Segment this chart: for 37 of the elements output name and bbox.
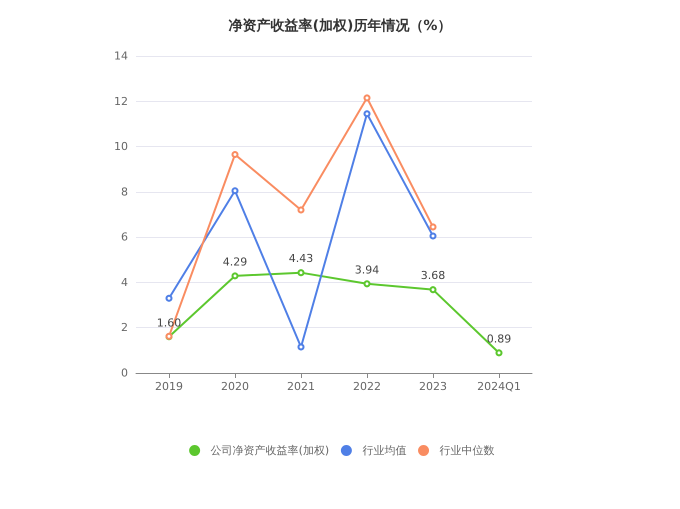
data-label: 3.94 bbox=[354, 263, 380, 276]
y-tick-label: 2 bbox=[121, 321, 128, 334]
point bbox=[364, 110, 370, 118]
point bbox=[298, 206, 304, 214]
x-tick-label: 2021 bbox=[287, 380, 315, 393]
point bbox=[430, 286, 436, 294]
y-tick-label: 6 bbox=[121, 230, 128, 244]
chart-title: 净资产收益率(加权)历年情况（%） bbox=[228, 17, 452, 34]
point bbox=[364, 280, 370, 288]
y-tick-label: 14 bbox=[114, 50, 128, 62]
x-tick-label: 2019 bbox=[155, 380, 183, 393]
data-label: 4.29 bbox=[222, 255, 248, 268]
y-tick-label: 0 bbox=[121, 366, 128, 380]
point bbox=[298, 269, 304, 276]
point bbox=[364, 94, 370, 102]
legend-label: 行业均值 bbox=[362, 444, 406, 457]
y-tick-label: 12 bbox=[114, 94, 128, 108]
x-tick-label: 2024Q1 bbox=[477, 380, 521, 393]
point bbox=[232, 272, 238, 280]
point bbox=[166, 294, 172, 302]
point bbox=[232, 151, 238, 158]
data-label: 3.68 bbox=[420, 269, 446, 282]
x-tick-label: 2020 bbox=[221, 380, 249, 393]
x-tick-label: 2022 bbox=[353, 380, 381, 393]
point bbox=[430, 232, 436, 240]
legend-label: 公司净资产收益率(加权) bbox=[210, 444, 330, 457]
point bbox=[496, 349, 502, 356]
x-tick-label: 2023 bbox=[419, 380, 447, 393]
y-tick-label: 10 bbox=[114, 140, 128, 154]
y-tick-label: 4 bbox=[121, 276, 128, 289]
point bbox=[232, 187, 238, 194]
y-tick-label: 8 bbox=[121, 185, 128, 198]
legend-label: 行业中位数 bbox=[440, 444, 495, 457]
data-label: 0.89 bbox=[486, 332, 512, 346]
data-label: 4.43 bbox=[288, 252, 314, 266]
point bbox=[298, 343, 304, 350]
point bbox=[430, 223, 436, 230]
